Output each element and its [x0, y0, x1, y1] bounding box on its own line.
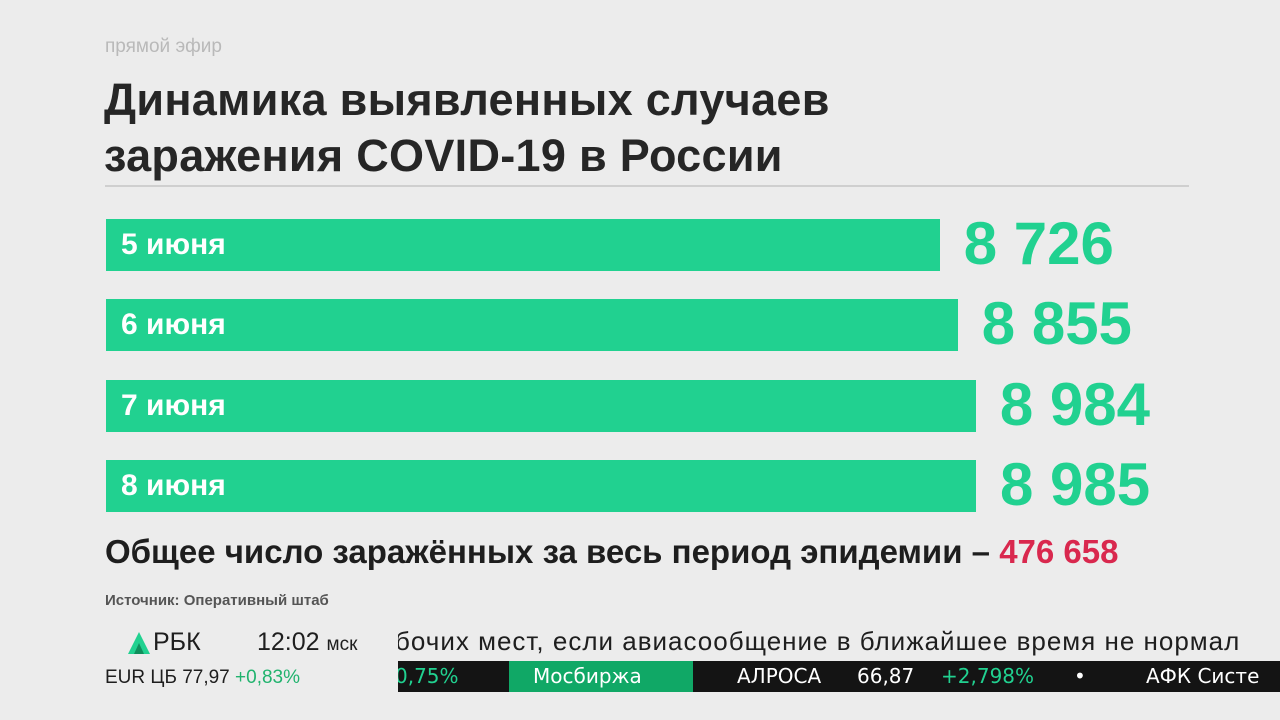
news-ticker: бочих мест, если авиасообщение в ближайш…: [398, 622, 1280, 662]
total-cases: Общее число заражённых за весь период эп…: [105, 530, 1119, 574]
bar-value-label: 8 984: [999, 371, 1151, 438]
clock-time: 12:02: [257, 628, 320, 656]
news-ticker-text: бочих мест, если авиасообщение в ближайш…: [398, 626, 1241, 656]
bar: [106, 219, 940, 271]
live-label: прямой эфир: [105, 36, 222, 57]
quote-price: 66,87: [857, 664, 915, 688]
title-divider: [105, 185, 1189, 187]
broadcast-clock: 12:02 мск: [257, 628, 357, 657]
bar: [106, 380, 976, 432]
bar-value-label: 8 855: [981, 290, 1132, 357]
quote-separator: •: [1074, 664, 1086, 688]
total-label: Общее число заражённых за весь период эп…: [105, 533, 991, 570]
channel-logo: РБК: [128, 628, 201, 657]
total-value: 476 658: [999, 533, 1119, 570]
fx-change: +0,83%: [235, 667, 301, 688]
source-note: Источник: Оперативный штаб: [105, 592, 329, 609]
quote-name-2: АФК Систе: [1146, 664, 1260, 688]
quotes-ticker: 0,75% Мосбиржа АЛРОСА 66,87 +2,798% • АФ…: [398, 661, 1280, 692]
title-line-1: Динамика выявленных случаев: [104, 74, 830, 125]
bar-category-label: 6 июня: [121, 308, 226, 341]
bar-category-label: 7 июня: [121, 389, 226, 422]
title-line-2: заражения COVID-19 в России: [104, 130, 783, 181]
fx-label: EUR ЦБ 77,97: [105, 667, 230, 688]
page-title: Динамика выявленных случаев заражения CO…: [104, 72, 830, 184]
exchange-section: Мосбиржа: [509, 661, 693, 692]
quote-name: АЛРОСА: [737, 664, 822, 688]
clock-timezone: мск: [326, 634, 358, 655]
bar-value-label: 8 985: [1000, 451, 1151, 518]
exchange-name: Мосбиржа: [533, 664, 642, 688]
bar: [106, 299, 958, 351]
quote-prev-change: 0,75%: [398, 664, 459, 688]
bar: [106, 460, 976, 512]
rbc-logo-icon: [128, 631, 150, 654]
currency-rate: EUR ЦБ 77,97 +0,83%: [105, 667, 300, 689]
logo-text: РБК: [153, 628, 201, 656]
bar-category-label: 8 июня: [121, 469, 226, 502]
bar-value-label: 8 726: [963, 210, 1114, 277]
quote-change: +2,798%: [941, 664, 1035, 688]
bar-category-label: 5 июня: [121, 228, 226, 261]
